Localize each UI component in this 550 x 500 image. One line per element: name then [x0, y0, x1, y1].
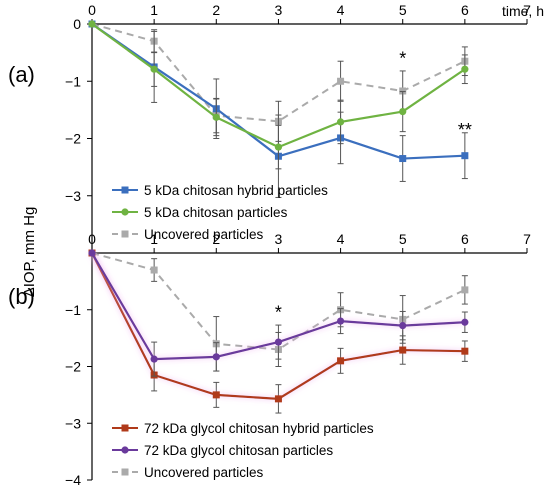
data-point [337, 357, 345, 365]
x-axis-title: time, h [502, 3, 544, 19]
significance-marker: * [399, 48, 406, 68]
legend-marker [121, 230, 129, 238]
data-point [336, 118, 345, 126]
legend-marker [121, 186, 129, 194]
x-tick-label: 0 [88, 231, 96, 247]
data-point [150, 266, 158, 274]
data-point [399, 346, 407, 354]
data-point [88, 249, 96, 257]
data-point [461, 318, 469, 326]
y-tick-label: −3 [65, 415, 81, 431]
series-2 [88, 20, 469, 170]
x-tick-label: 6 [461, 231, 469, 247]
y-tick-label: −1 [65, 302, 81, 318]
legend-label: 72 kDa glycol chitosan hybrid particles [144, 421, 374, 436]
x-tick-label: 2 [212, 231, 220, 247]
legend-marker [121, 468, 129, 476]
data-point [399, 322, 407, 330]
y-tick-label: 0 [73, 16, 81, 32]
legend-label: 72 kDa glycol chitosan particles [144, 443, 333, 458]
y-axis-title: ΔIOP, mm Hg [21, 207, 38, 298]
x-tick-label: 4 [337, 2, 345, 18]
data-point [461, 65, 469, 73]
data-point [274, 143, 283, 151]
data-point [274, 395, 282, 403]
y-tick-label: −4 [65, 472, 81, 488]
panel-b: 0 1 2 3 4 5 6 7 −1 −2 −3 −4 (b) * 72 kDa glycol chitos… [8, 207, 531, 488]
y-tick-label: −3 [65, 188, 81, 204]
legend-label: 5 kDa chitosan particles [144, 205, 288, 220]
x-tick-label: 1 [150, 231, 158, 247]
x-tick-label: 7 [523, 2, 531, 18]
x-tick-label: 4 [337, 231, 345, 247]
legend-marker [121, 424, 129, 432]
data-point [461, 152, 469, 160]
legend: 72 kDa glycol chitosan hybrid particles 7… [112, 421, 374, 480]
data-point [150, 65, 158, 73]
x-tick-label: 2 [212, 2, 220, 18]
y-tick-label: −1 [65, 73, 81, 89]
series-2 [88, 249, 469, 377]
legend-label: Uncovered particles [144, 465, 264, 480]
data-point [150, 355, 158, 363]
data-point [399, 87, 407, 95]
data-point [212, 113, 220, 121]
significance-marker: ** [458, 120, 472, 140]
significance-marker: * [275, 303, 282, 323]
x-tick-label: 7 [523, 231, 531, 247]
legend: 5 kDa chitosan hybrid particles 5 kDa chi… [112, 183, 328, 242]
legend-marker [121, 208, 129, 216]
x-tick-label: 0 [88, 2, 96, 18]
x-tick-label: 5 [399, 2, 407, 18]
x-tick-label: 6 [461, 2, 469, 18]
y-tick-label: −2 [65, 131, 81, 147]
data-point [461, 347, 469, 355]
panel-label: (b) [8, 284, 35, 309]
x-tick-label: 3 [275, 2, 283, 18]
x-tick-label: 3 [275, 231, 283, 247]
legend-label: 5 kDa chitosan hybrid particles [144, 183, 328, 198]
legend-label: Uncovered particles [144, 227, 264, 242]
data-point [336, 317, 345, 325]
data-point [274, 338, 283, 346]
data-point [212, 353, 220, 361]
panel-label: (a) [8, 62, 35, 87]
data-point [88, 20, 96, 28]
data-point [461, 286, 469, 294]
data-point [399, 155, 407, 163]
data-point [212, 391, 220, 399]
legend-marker [121, 446, 129, 454]
x-tick-label: 5 [399, 231, 407, 247]
x-tick-label: 1 [150, 2, 158, 18]
data-point [399, 107, 407, 116]
data-point [337, 77, 345, 85]
y-tick-label: −2 [65, 359, 81, 375]
